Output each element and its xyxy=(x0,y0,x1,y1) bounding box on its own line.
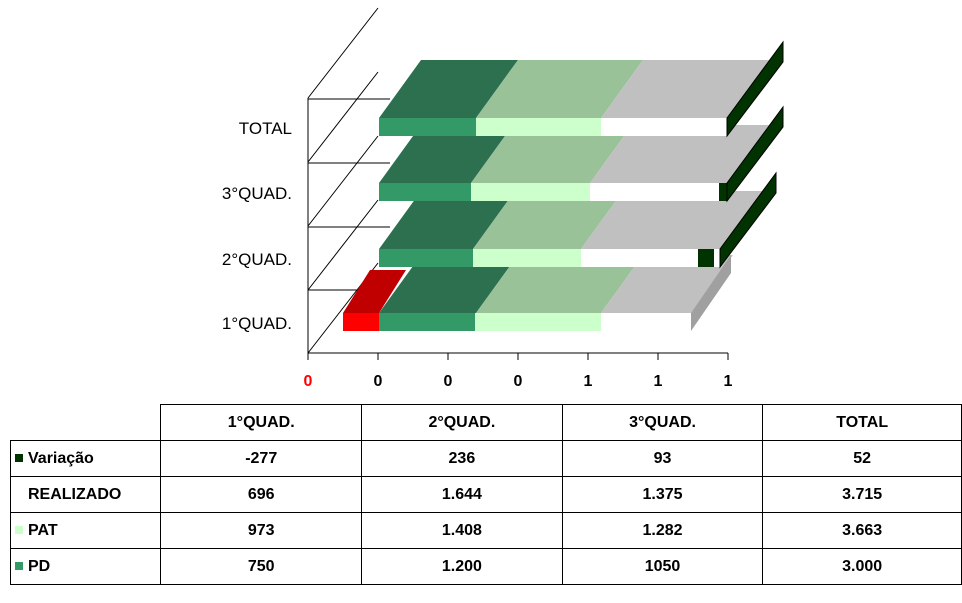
table-header-cell: TOTAL xyxy=(762,404,962,441)
bar-top-pd xyxy=(379,191,515,249)
bar-top-realizado xyxy=(601,255,733,313)
bar-side xyxy=(691,255,731,331)
table-header-cell: 1°QUAD. xyxy=(160,404,363,441)
chart-bars xyxy=(343,40,784,331)
row-label-text: PAT xyxy=(28,521,58,539)
table-corner xyxy=(10,404,162,441)
table-cell: 3.715 xyxy=(762,476,962,513)
table-cell: 1.282 xyxy=(561,512,764,549)
row-label: PD xyxy=(9,548,162,585)
bar-group-0 xyxy=(343,255,733,331)
category-label: TOTAL xyxy=(239,119,292,138)
bar-front-pat xyxy=(475,313,601,331)
table-cell: 696 xyxy=(160,476,363,513)
table-cell: 236 xyxy=(361,440,563,477)
x-tick-label: 1 xyxy=(584,373,593,390)
bar-top-pd xyxy=(379,125,513,183)
table-cell: 93 xyxy=(561,440,764,477)
table-header-cell: 3°QUAD. xyxy=(561,404,764,441)
table-row: Variação -277 236 93 52 xyxy=(9,440,962,477)
bar-front-pd xyxy=(379,183,471,201)
table-cell: 1.375 xyxy=(561,476,764,513)
row-label: Variação xyxy=(9,440,162,477)
x-tick-label: 1 xyxy=(724,373,733,390)
bar-front-realizado xyxy=(581,249,720,267)
bar-top-realizado xyxy=(601,60,769,118)
bar-front-pd xyxy=(379,118,476,136)
table-cell: 3.000 xyxy=(762,548,962,585)
category-labels: 1°QUAD. 2°QUAD. 3°QUAD. TOTAL xyxy=(222,119,292,333)
table-cell: -277 xyxy=(160,440,363,477)
bar-front-realizado xyxy=(601,118,727,136)
bar-top-realizado xyxy=(590,125,769,183)
bar-top-pat xyxy=(476,255,643,313)
data-table: 1°QUAD. 2°QUAD. 3°QUAD. TOTAL Variação -… xyxy=(9,404,962,585)
bar-group-3 xyxy=(379,40,784,138)
table-row: PAT 973 1.408 1.282 3.663 xyxy=(9,512,962,549)
bar-group-1 xyxy=(379,171,777,269)
gridline-diagonal xyxy=(307,71,379,163)
bar-front-pd xyxy=(379,313,475,331)
bar-top-variacao xyxy=(343,270,406,313)
table-cell: 1050 xyxy=(561,548,764,585)
table-cell: 1.200 xyxy=(361,548,563,585)
category-label: 1°QUAD. xyxy=(222,314,292,333)
legend-swatch-icon xyxy=(15,526,23,535)
axis-depth-line xyxy=(307,7,379,99)
x-tick-label: 1 xyxy=(654,373,663,390)
bar-front-variacao xyxy=(698,249,714,267)
category-label: 3°QUAD. xyxy=(222,184,292,203)
table-header-cell: 2°QUAD. xyxy=(361,404,563,441)
chart-axes xyxy=(307,7,729,360)
bar-front-variacao xyxy=(343,313,379,331)
row-label: REALIZADO xyxy=(9,476,162,513)
row-label-text: PD xyxy=(28,557,51,575)
table-header-row: 1°QUAD. 2°QUAD. 3°QUAD. TOTAL xyxy=(10,404,962,441)
category-label: 2°QUAD. xyxy=(222,250,292,269)
bar-front-variacao xyxy=(719,183,727,201)
legend-swatch-icon xyxy=(15,454,23,463)
bar-front-realizado xyxy=(590,183,727,201)
table-cell: 1.644 xyxy=(361,476,563,513)
bar-front-realizado xyxy=(601,313,691,331)
table-cell: 52 xyxy=(762,440,962,477)
table-row: REALIZADO 696 1.644 1.375 3.715 xyxy=(9,476,962,513)
table-row: PD 750 1.200 1050 3.000 xyxy=(9,548,962,585)
bar-front-pat xyxy=(476,118,601,136)
row-label: PAT xyxy=(9,512,162,549)
bar-top-pat xyxy=(471,125,632,183)
bar-top-realizado xyxy=(581,191,762,249)
bar-top-pat xyxy=(473,191,623,249)
x-tick-labels: 0 0 0 0 1 1 1 xyxy=(304,373,733,390)
x-tick-label: 0 xyxy=(304,373,313,390)
stacked-bar-chart: 1°QUAD. 2°QUAD. 3°QUAD. TOTAL 0 0 0 0 1 1 1 xyxy=(222,7,784,390)
gridline-diagonal xyxy=(307,135,379,227)
bar-group-2 xyxy=(379,105,784,203)
bar-front-pat xyxy=(473,249,581,267)
bar-top-pd xyxy=(379,60,518,118)
legend-swatch-icon xyxy=(15,562,23,571)
bar-top-pat xyxy=(476,60,643,118)
x-tick-label: 0 xyxy=(374,373,383,390)
bar-side-variacao xyxy=(719,171,777,269)
bar-top-pd xyxy=(379,255,518,313)
x-tick-label: 0 xyxy=(514,373,523,390)
table-cell: 750 xyxy=(160,548,363,585)
table-cell: 1.408 xyxy=(361,512,563,549)
bar-front-pat xyxy=(471,183,590,201)
row-label-text: REALIZADO xyxy=(28,485,122,503)
table-cell: 3.663 xyxy=(762,512,962,549)
gridline-diagonal xyxy=(307,199,379,291)
row-label-text: Variação xyxy=(28,449,94,467)
bar-side-variacao xyxy=(726,40,784,138)
x-tick-label: 0 xyxy=(444,373,453,390)
bar-side-variacao xyxy=(726,105,784,203)
bar-front-pd xyxy=(379,249,473,267)
table-cell: 973 xyxy=(160,512,363,549)
